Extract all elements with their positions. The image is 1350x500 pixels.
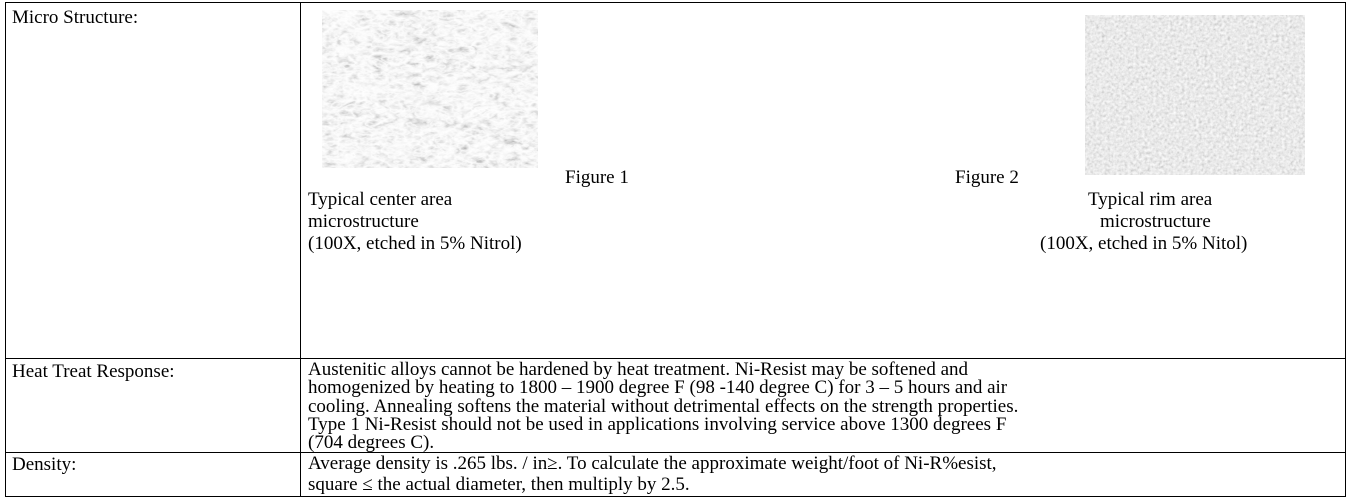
figure-caption: Typical center area [308,190,452,210]
page: {"table": {"rows": [ {"label": "Micro St… [0,0,1350,500]
figure-caption: Typical rim area [1088,190,1212,210]
text-line: square ≤ the actual diameter, then multi… [308,475,690,495]
table-border [1345,2,1346,497]
figure-title: Figure 2 [955,168,1019,188]
table-border [5,2,6,497]
table-border [5,2,1346,3]
micrograph-1 [322,10,538,168]
figure-caption: (100X, etched in 5% Nitrol) [308,234,522,254]
figure-title: Figure 1 [565,168,629,188]
row-label: Heat Treat Response: [12,362,175,382]
table-border [5,496,1346,497]
row-label: Micro Structure: [12,8,138,28]
text-line: Average density is .265 lbs. / in≥. To c… [308,454,997,474]
figure-caption: (100X, etched in 5% Nitol) [1040,234,1247,254]
figure-caption: microstructure [308,212,419,232]
row-label: Density: [12,455,76,475]
figure-caption: microstructure [1100,212,1211,232]
micrograph-2 [1085,15,1305,175]
column-border [300,2,301,497]
text-line: (704 degrees C). [308,433,434,453]
